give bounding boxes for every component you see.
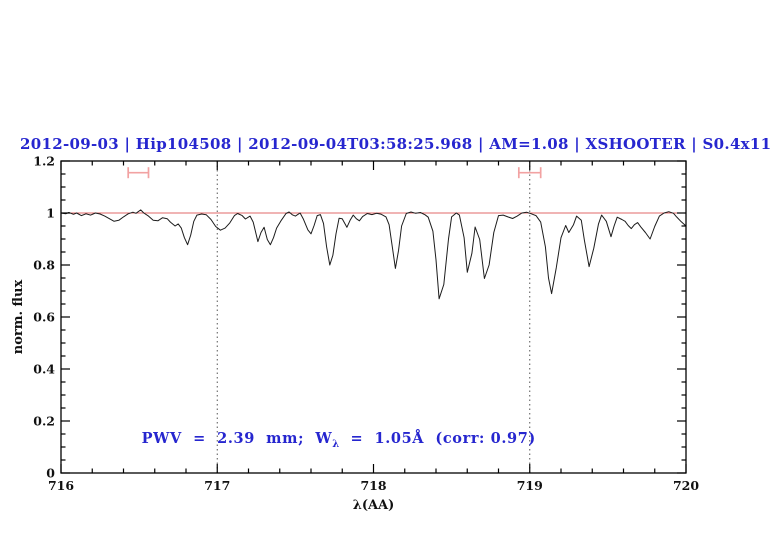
y-axis-label: norm. flux [11,280,26,355]
pwv-annotation-post: = 1.05Å (corr: 0.97) [339,430,536,447]
x-tick-label: 720 [673,478,699,493]
y-tick-label: 0.2 [33,414,55,429]
pwv-annotation: PWV = 2.39 mm; Wλ = 1.05Å (corr: 0.97) [119,413,536,467]
x-tick-label: 718 [360,478,386,493]
x-tick-label: 719 [517,478,543,493]
y-tick-label: 0 [46,466,55,481]
plot-title: 2012-09-03 | Hip104508 | 2012-09-04T03:5… [20,135,772,153]
x-tick-label: 716 [48,478,74,493]
pwv-annotation-pre: PWV = 2.39 mm; W [141,430,333,447]
y-tick-label: 1.2 [33,154,55,169]
y-tick-label: 0.6 [33,310,55,325]
x-axis-label: λ(AA) [353,498,395,513]
spectrum-path [60,209,687,300]
x-tick-label: 717 [204,478,230,493]
y-tick-label: 1 [46,206,55,221]
y-tick-label: 0.8 [33,258,55,273]
pwv-annotation-lambda-subscript: λ [332,438,340,450]
y-tick-label: 0.4 [33,362,55,377]
